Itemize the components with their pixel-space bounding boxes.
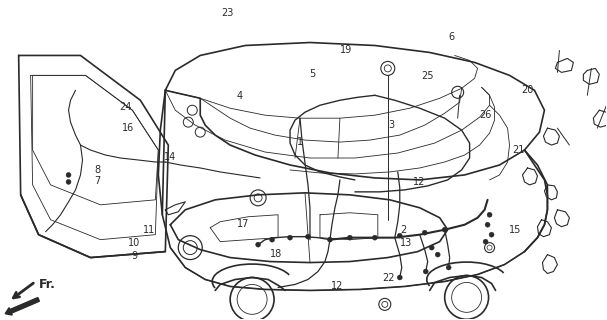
Text: 14: 14 (164, 152, 177, 162)
Circle shape (423, 269, 428, 274)
Text: 3: 3 (388, 120, 395, 130)
Circle shape (66, 180, 71, 184)
Text: 19: 19 (340, 45, 352, 55)
Circle shape (483, 239, 488, 244)
Text: 4: 4 (237, 91, 243, 101)
Text: 16: 16 (122, 123, 134, 133)
Text: 15: 15 (509, 225, 522, 235)
Circle shape (270, 237, 274, 242)
Text: 26: 26 (479, 110, 492, 120)
Circle shape (489, 232, 494, 237)
Circle shape (66, 172, 71, 177)
Text: 23: 23 (222, 8, 234, 19)
Text: 8: 8 (95, 164, 101, 174)
Text: 17: 17 (237, 219, 249, 229)
Text: 24: 24 (119, 102, 131, 112)
Circle shape (442, 227, 447, 232)
Circle shape (435, 252, 440, 257)
Circle shape (288, 235, 293, 240)
Text: 12: 12 (413, 177, 425, 187)
Text: 18: 18 (270, 249, 282, 259)
Text: 7: 7 (95, 176, 101, 186)
Text: 12: 12 (331, 281, 343, 291)
Circle shape (398, 233, 402, 238)
Circle shape (487, 212, 492, 217)
Text: 22: 22 (382, 273, 395, 283)
Circle shape (422, 230, 427, 235)
Text: 13: 13 (401, 238, 413, 248)
Circle shape (485, 222, 490, 227)
Circle shape (372, 235, 378, 240)
Text: 10: 10 (128, 238, 140, 248)
Text: Fr.: Fr. (39, 278, 55, 291)
Circle shape (347, 235, 353, 240)
Circle shape (398, 275, 402, 280)
Text: 9: 9 (131, 251, 137, 260)
Circle shape (305, 234, 311, 239)
Text: 11: 11 (143, 225, 155, 235)
Text: 20: 20 (521, 85, 534, 95)
Text: 6: 6 (449, 32, 455, 42)
Text: 2: 2 (401, 225, 407, 235)
Circle shape (327, 237, 333, 242)
FancyArrow shape (5, 298, 39, 315)
Text: 25: 25 (422, 71, 434, 81)
Text: 21: 21 (512, 146, 525, 156)
Text: 5: 5 (310, 69, 316, 79)
Text: 1: 1 (297, 138, 304, 148)
Circle shape (446, 265, 451, 270)
Circle shape (429, 245, 434, 250)
Circle shape (256, 242, 260, 247)
